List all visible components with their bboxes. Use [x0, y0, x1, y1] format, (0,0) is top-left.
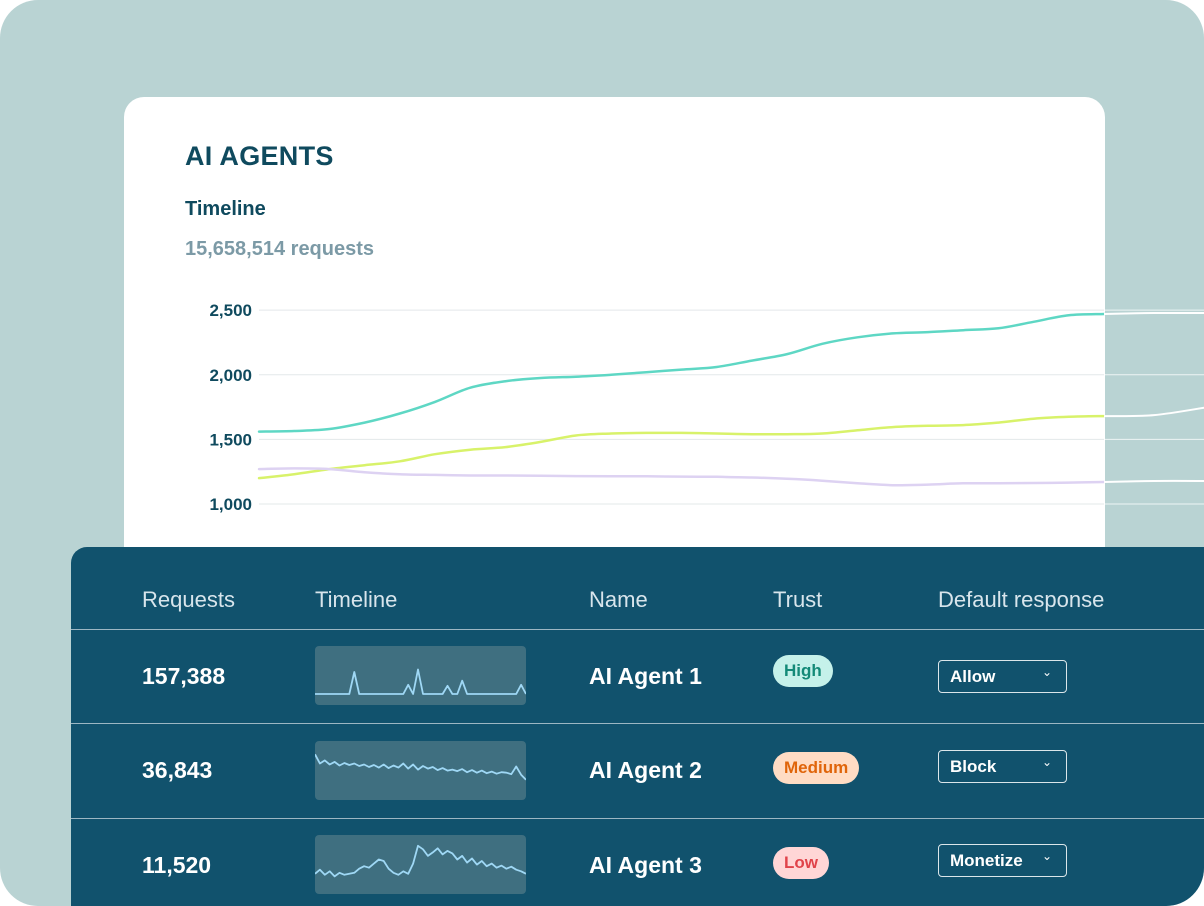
header-timeline: Timeline: [315, 587, 398, 612]
series-line-2-continuation: [1103, 406, 1204, 418]
table-row[interactable]: 157,388 AI Agent 1 High Allow ⌄: [71, 630, 1204, 724]
y-tick-label: 2,000: [209, 366, 252, 385]
default-response-select[interactable]: Monetize ⌄: [938, 844, 1067, 877]
default-response-select[interactable]: Block ⌄: [938, 750, 1067, 783]
sparkline: [315, 741, 526, 800]
y-tick-label: 1,000: [209, 495, 252, 514]
total-requests: 15,658,514 requests: [185, 238, 375, 260]
sparkline-path: [315, 668, 526, 695]
select-value: Allow: [950, 667, 996, 686]
timeline-card: AI AGENTS Timeline 15,658,514 requests: [124, 97, 1105, 617]
trust-badge-medium: Medium: [773, 752, 860, 784]
agent-name: AI Agent 2: [589, 757, 702, 783]
request-count: 157,388: [142, 663, 226, 689]
series-line-1: [257, 312, 1106, 433]
table-row[interactable]: 11,520 AI Agent 3 Low Monetize ⌄: [71, 819, 1204, 906]
timeline-chart: 1,000 1,500 2,000 2,500: [209, 301, 1204, 514]
request-count: 36,843: [142, 757, 213, 783]
header-trust[interactable]: Trust: [773, 587, 823, 612]
sparkline: [315, 646, 526, 705]
header-requests[interactable]: Requests: [142, 587, 235, 612]
trust-badge-high: High: [773, 655, 833, 687]
select-value: Block: [950, 757, 997, 776]
chevron-down-icon: ⌄: [1041, 849, 1052, 863]
trust-badge-low: Low: [773, 847, 829, 879]
series-line-2: [257, 414, 1106, 480]
y-tick-label: 2,500: [209, 301, 252, 320]
table-row[interactable]: 36,843 AI Agent 2 Medium Block ⌄: [71, 724, 1204, 818]
sparkline-path: [315, 753, 526, 781]
y-tick-label: 1,500: [209, 430, 252, 449]
chevron-down-icon: ⌄: [1041, 755, 1052, 769]
request-count: 11,520: [142, 852, 212, 878]
agent-name: AI Agent 1: [589, 663, 702, 689]
chart-title: Timeline: [185, 198, 266, 220]
header-default-response[interactable]: Default response: [938, 587, 1105, 612]
row-divider: [71, 818, 1204, 819]
series-line-1-continuation: [1103, 311, 1204, 315]
card-title: AI AGENTS: [185, 141, 334, 171]
series-line-3: [257, 467, 1106, 487]
select-value: Monetize: [950, 851, 1023, 870]
header-name[interactable]: Name: [589, 587, 648, 612]
row-divider: [71, 723, 1204, 724]
sparkline-path: [315, 844, 526, 878]
agents-table: Requests Timeline Name Trust Default res…: [71, 547, 1204, 906]
row-divider: [71, 629, 1204, 630]
chevron-down-icon: ⌄: [1041, 665, 1052, 679]
agent-name: AI Agent 3: [589, 852, 702, 878]
sparkline: [315, 835, 526, 894]
default-response-select[interactable]: Allow ⌄: [938, 660, 1067, 693]
series-line-3-continuation: [1103, 479, 1204, 483]
